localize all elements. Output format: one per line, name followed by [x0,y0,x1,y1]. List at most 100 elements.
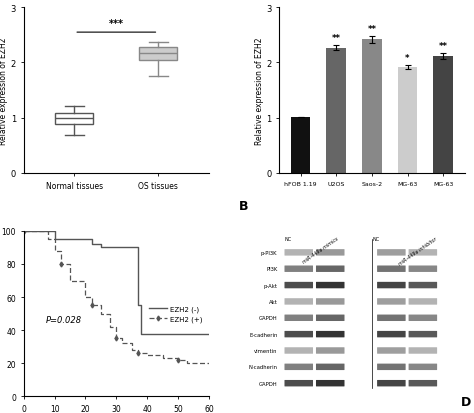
Text: miR-449a mimics: miR-449a mimics [301,236,339,265]
FancyBboxPatch shape [316,347,345,354]
Line: EZH2 (+): EZH2 (+) [24,231,209,363]
FancyBboxPatch shape [409,331,437,337]
EZH2 (+) [52,249,57,254]
FancyBboxPatch shape [377,266,406,272]
EZH2 (-) [206,331,212,336]
PathPatch shape [55,114,93,125]
EZH2 (-) [89,242,94,247]
EZH2 (-) [89,237,94,242]
FancyBboxPatch shape [284,266,313,272]
Text: PI3K: PI3K [266,266,277,272]
Bar [327,48,346,173]
Bar [362,40,382,173]
Text: p-PI3K: p-PI3K [261,250,277,255]
EZH2 (+) [160,353,165,358]
Text: P=0.028: P=0.028 [46,315,82,324]
FancyBboxPatch shape [377,364,406,370]
FancyBboxPatch shape [284,249,313,256]
FancyBboxPatch shape [409,249,437,256]
EZH2 (-) [36,229,42,234]
Bar [398,68,417,173]
FancyBboxPatch shape [316,299,345,305]
FancyBboxPatch shape [316,315,345,321]
Text: p-Akt: p-Akt [264,283,277,288]
EZH2 (+) [46,229,51,234]
EZH2 (+) [175,358,181,363]
FancyBboxPatch shape [284,315,313,321]
EZH2 (+) [46,237,51,242]
EZH2 (+) [67,262,73,267]
FancyBboxPatch shape [409,315,437,321]
Text: *: * [405,54,410,63]
EZH2 (+) [145,353,150,358]
EZH2 (-) [52,229,57,234]
EZH2 (+) [175,356,181,361]
EZH2 (+) [58,249,64,254]
Text: NC: NC [285,236,292,241]
Line: EZH2 (-): EZH2 (-) [24,231,209,334]
EZH2 (+) [52,237,57,242]
EZH2 (-) [95,242,100,247]
EZH2 (+) [89,303,94,308]
Text: **: ** [367,25,376,34]
EZH2 (-) [98,245,104,250]
FancyBboxPatch shape [409,364,437,370]
FancyBboxPatch shape [284,331,313,337]
Text: Akt: Akt [269,299,277,304]
Text: ***: *** [109,19,124,29]
EZH2 (+) [135,351,141,356]
FancyBboxPatch shape [316,364,345,370]
EZH2 (-) [21,229,27,234]
EZH2 (-) [138,303,144,308]
EZH2 (-) [175,331,181,336]
EZH2 (-) [52,237,57,242]
EZH2 (-) [175,331,181,336]
PathPatch shape [139,48,177,61]
EZH2 (+) [113,336,119,341]
EZH2 (-) [182,331,187,336]
EZH2 (+) [21,229,27,234]
Text: NC: NC [372,236,379,241]
EZH2 (+) [206,361,212,366]
Text: GAPDH: GAPDH [259,381,277,386]
FancyBboxPatch shape [316,266,345,272]
EZH2 (-) [135,303,141,308]
FancyBboxPatch shape [316,380,345,387]
Text: **: ** [332,34,341,43]
Text: B: B [238,200,248,213]
EZH2 (+) [160,356,165,361]
Bar [433,57,453,173]
EZH2 (+) [129,341,135,346]
FancyBboxPatch shape [409,380,437,387]
Legend: EZH2 (-), EZH2 (+): EZH2 (-), EZH2 (+) [146,303,205,325]
FancyBboxPatch shape [316,282,345,289]
FancyBboxPatch shape [284,282,313,289]
FancyBboxPatch shape [409,282,437,289]
EZH2 (+) [107,311,113,316]
FancyBboxPatch shape [409,299,437,305]
EZH2 (+) [129,348,135,353]
FancyBboxPatch shape [377,299,406,305]
EZH2 (+) [82,278,88,283]
EZH2 (+) [119,341,125,346]
FancyBboxPatch shape [284,299,313,305]
EZH2 (-) [135,245,141,250]
EZH2 (+) [184,361,190,366]
EZH2 (+) [135,348,141,353]
FancyBboxPatch shape [316,331,345,337]
EZH2 (+) [184,358,190,363]
FancyBboxPatch shape [377,315,406,321]
FancyBboxPatch shape [377,331,406,337]
FancyBboxPatch shape [409,347,437,354]
EZH2 (+) [82,295,88,300]
Text: D: D [461,395,471,408]
FancyBboxPatch shape [377,249,406,256]
EZH2 (+) [58,262,64,267]
EZH2 (+) [98,311,104,316]
FancyBboxPatch shape [284,347,313,354]
FancyBboxPatch shape [377,347,406,354]
EZH2 (+) [89,295,94,300]
EZH2 (+) [113,325,119,330]
EZH2 (+) [98,303,104,308]
EZH2 (+) [119,336,125,341]
